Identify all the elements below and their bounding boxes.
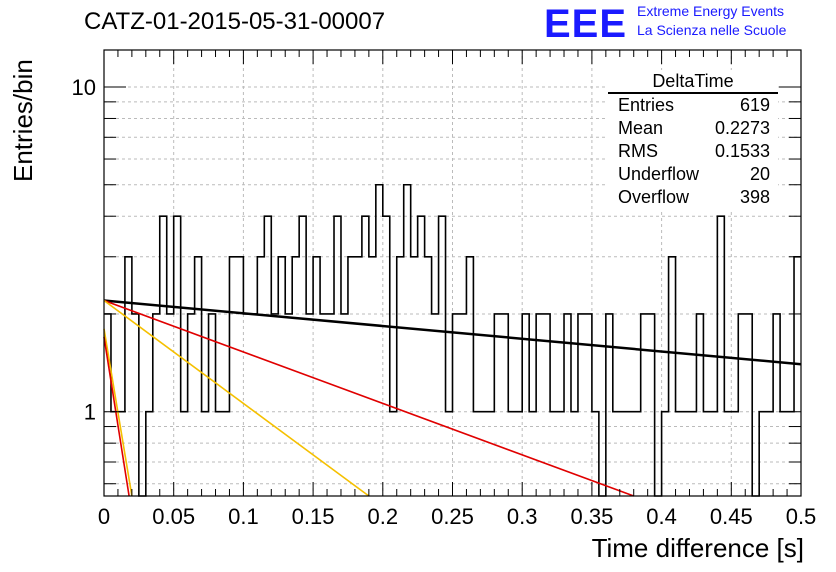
stats-value: 20 — [749, 164, 770, 184]
x-axis-label: Time difference [s] — [591, 533, 804, 563]
x-tick-label: 0 — [98, 504, 110, 529]
x-tick-label: 0.25 — [431, 504, 474, 529]
x-tick-label: 0.1 — [228, 504, 259, 529]
stats-row-overflow: Overflow 398 — [608, 186, 778, 209]
stats-value: 398 — [739, 187, 770, 207]
eee-logo: EEE — [544, 2, 628, 46]
x-tick-label: 0.5 — [786, 504, 817, 529]
x-axis-ticks: 0 0.05 0.1 0.15 0.2 0.25 0.3 0.35 0.4 0.45 0.5 — [98, 50, 816, 529]
y-axis-ticks: 1 10 — [72, 75, 801, 485]
fit-line — [103, 336, 130, 497]
stats-row-rms: RMS 0.1533 — [608, 140, 778, 163]
stats-row-entries: Entries 619 — [608, 94, 778, 117]
y-axis-label: Entries/bin — [8, 59, 38, 182]
stats-title: DeltaTime — [608, 70, 778, 94]
stats-box: DeltaTime Entries 619 Mean 0.2273 RMS 0.… — [608, 70, 778, 209]
stats-label: RMS — [618, 141, 658, 161]
stats-label: Entries — [618, 95, 675, 115]
x-tick-label: 0.4 — [646, 504, 677, 529]
x-tick-label: 0.3 — [507, 504, 538, 529]
stats-value: 0.1533 — [714, 141, 770, 161]
x-tick-label: 0.05 — [152, 504, 195, 529]
chart-title: CATZ-01-2015-05-31-00007 — [84, 8, 386, 35]
x-tick-label: 0.45 — [710, 504, 753, 529]
y-tick-label: 10 — [72, 75, 96, 100]
x-tick-label: 0.35 — [570, 504, 613, 529]
stats-row-underflow: Underflow 20 — [608, 163, 778, 186]
fit-line — [103, 299, 802, 366]
stats-row-mean: Mean 0.2273 — [608, 117, 778, 140]
stats-value: 0.2273 — [714, 118, 770, 138]
histogram-series — [104, 183, 801, 497]
fit-line — [103, 299, 370, 497]
x-tick-label: 0.2 — [368, 504, 399, 529]
org-name-line2: La Scienza nelle Scuole — [637, 22, 787, 38]
fit-line — [103, 328, 133, 497]
y-tick-label: 1 — [84, 400, 96, 425]
stats-label: Overflow — [618, 187, 690, 207]
fit-curves — [103, 299, 802, 497]
stats-value: 619 — [739, 95, 770, 115]
histogram-line — [104, 183, 801, 497]
stats-label: Mean — [618, 118, 664, 138]
org-name-line1: Extreme Energy Events — [637, 3, 785, 19]
fit-line — [103, 299, 634, 497]
stats-label: Underflow — [618, 164, 700, 184]
x-tick-label: 0.15 — [292, 504, 335, 529]
